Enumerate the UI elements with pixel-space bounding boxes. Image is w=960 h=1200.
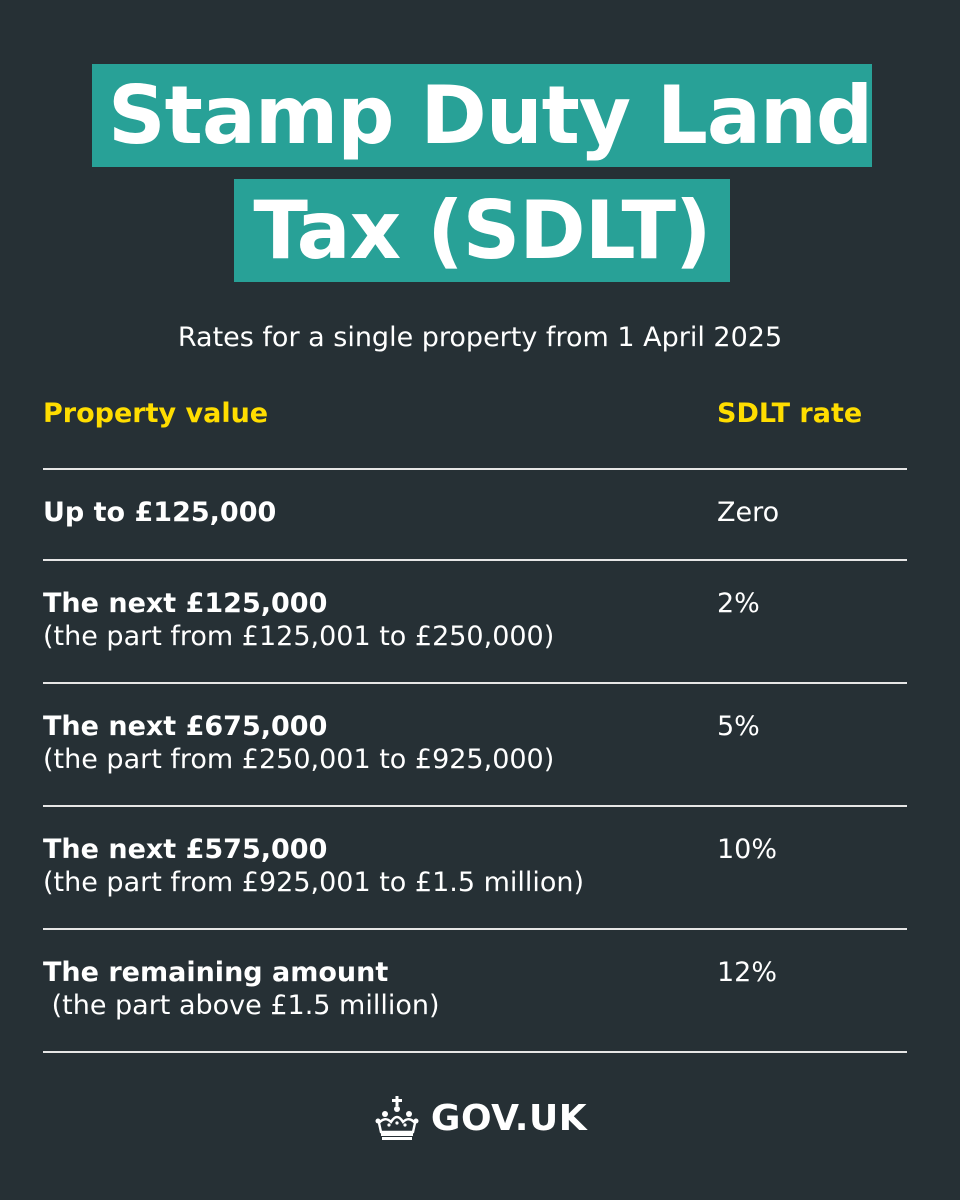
rate-cell: 12% — [717, 957, 778, 988]
property-value-cell: The remaining amount (the part above £1.… — [43, 956, 683, 1022]
govuk-wordmark: GOV.UK — [430, 1097, 588, 1139]
table-row: The next £575,000 (the part from £925,00… — [43, 807, 907, 930]
rate-cell: 10% — [717, 834, 778, 865]
footer: GOV.UK — [0, 1094, 960, 1146]
property-value-cell: The next £675,000 (the part from £250,00… — [43, 710, 683, 776]
band-label: The next £575,000 — [43, 834, 328, 865]
band-label: The next £125,000 — [43, 588, 328, 619]
govuk-logo: GOV.UK — [373, 1094, 587, 1142]
property-value-cell: The next £575,000 (the part from £925,00… — [43, 833, 683, 899]
band-range: (the part above £1.5 million) — [43, 990, 440, 1021]
band-label: The remaining amount — [43, 957, 389, 988]
rate-cell: 5% — [717, 711, 760, 742]
property-value-cell: Up to £125,000 — [43, 496, 683, 529]
band-range: (the part from £925,001 to £1.5 million) — [43, 867, 585, 898]
table-row: The next £125,000 (the part from £125,00… — [43, 561, 907, 684]
table-header: Property value SDLT rate — [43, 392, 907, 470]
rates-table: Property value SDLT rate Up to £125,000 … — [43, 392, 907, 1053]
header-property-value: Property value — [43, 398, 269, 429]
table-row: Up to £125,000 Zero — [43, 470, 907, 561]
crown-icon — [375, 1096, 419, 1140]
rate-cell: 2% — [717, 588, 760, 619]
band-label: The next £675,000 — [43, 711, 328, 742]
band-range: (the part from £250,001 to £925,000) — [43, 744, 555, 775]
rate-cell: Zero — [717, 497, 780, 528]
table-row: The next £675,000 (the part from £250,00… — [43, 684, 907, 807]
page-title-line-1: Stamp Duty Land — [92, 64, 873, 167]
page-subtitle: Rates for a single property from 1 April… — [177, 322, 783, 353]
property-value-cell: The next £125,000 (the part from £125,00… — [43, 587, 683, 653]
band-range: (the part from £125,001 to £250,000) — [43, 621, 555, 652]
page-title-line-2: Tax (SDLT) — [234, 179, 730, 282]
header-sdlt-rate: SDLT rate — [717, 398, 863, 429]
band-label: Up to £125,000 — [43, 497, 277, 528]
table-row: The remaining amount (the part above £1.… — [43, 930, 907, 1053]
